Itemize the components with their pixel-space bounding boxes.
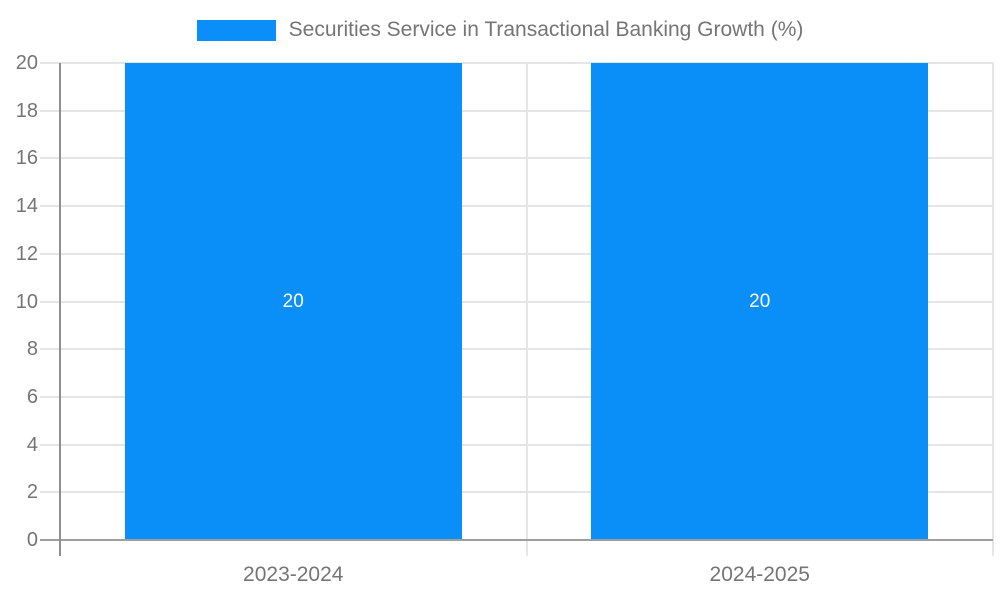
y-axis-label: 4 bbox=[26, 433, 38, 456]
y-axis-label: 18 bbox=[15, 99, 38, 122]
horizontal-gridline bbox=[40, 62, 993, 64]
y-axis-label: 0 bbox=[26, 529, 38, 551]
y-axis-label: 20 bbox=[15, 52, 38, 74]
horizontal-gridline bbox=[40, 443, 993, 446]
horizontal-gridline bbox=[40, 395, 993, 398]
horizontal-gridline bbox=[40, 109, 993, 112]
horizontal-gridline bbox=[40, 348, 993, 351]
bar bbox=[124, 63, 462, 540]
horizontal-gridline bbox=[40, 252, 993, 255]
vertical-gridline bbox=[992, 63, 994, 556]
vertical-gridline bbox=[525, 63, 528, 556]
chart-legend: Securities Service in Transactional Bank… bbox=[0, 16, 1000, 44]
y-axis-label: 12 bbox=[15, 242, 38, 265]
x-axis-label: 2023-2024 bbox=[243, 563, 344, 586]
y-axis-label: 6 bbox=[26, 385, 38, 408]
x-axis-label: 2024-2025 bbox=[709, 563, 810, 586]
y-axis-label: 8 bbox=[26, 338, 38, 361]
bar-value-label: 20 bbox=[282, 290, 304, 312]
y-axis-label: 16 bbox=[15, 147, 38, 170]
bar-value-label: 20 bbox=[749, 290, 771, 312]
y-axis-label: 2 bbox=[26, 481, 38, 504]
legend-swatch bbox=[196, 19, 276, 41]
y-axis-label: 10 bbox=[15, 290, 38, 313]
y-axis-label: 14 bbox=[15, 195, 38, 218]
horizontal-gridline bbox=[40, 157, 993, 160]
bar bbox=[591, 63, 929, 540]
horizontal-gridline bbox=[40, 300, 993, 303]
horizontal-gridline bbox=[40, 205, 993, 208]
legend-label: Securities Service in Transactional Bank… bbox=[288, 18, 804, 41]
legend-item[interactable]: Securities Service in Transactional Bank… bbox=[196, 18, 804, 42]
horizontal-gridline bbox=[40, 491, 993, 494]
y-axis-line bbox=[59, 63, 61, 556]
x-axis-line bbox=[40, 539, 993, 541]
